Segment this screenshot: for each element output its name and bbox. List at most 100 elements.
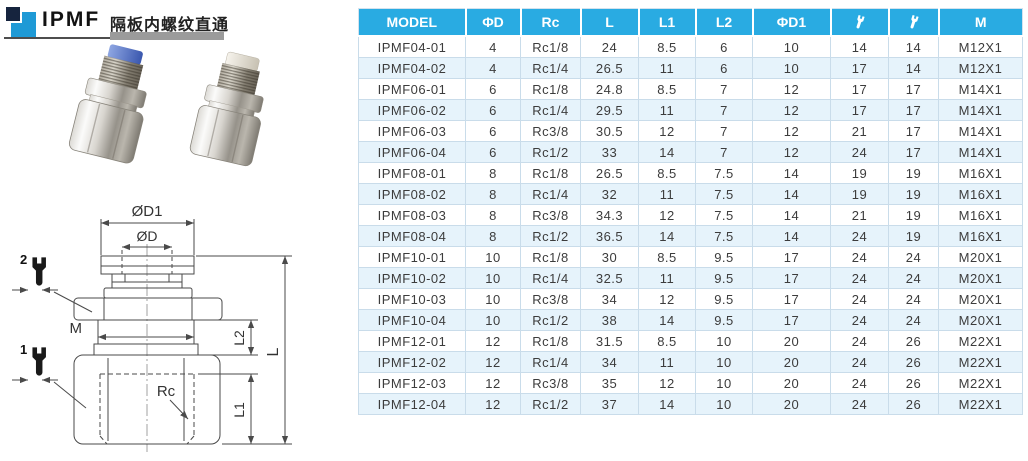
brand-logo xyxy=(6,7,36,37)
table-row: IPMF04-02 4 Rc1/4 26.5 11 6 10 17 14 M12X1 xyxy=(358,57,1023,79)
table-cell: Rc1/4 xyxy=(520,57,581,79)
table-cell: M14X1 xyxy=(938,141,1023,163)
table-cell: M22X1 xyxy=(938,351,1023,373)
table-cell: Rc1/4 xyxy=(520,99,581,121)
table-cell: 21 xyxy=(830,120,889,142)
table-cell: 8 xyxy=(465,162,521,184)
label-l1: L1 xyxy=(231,402,247,418)
table-cell: 11 xyxy=(638,267,696,289)
table-cell: 6 xyxy=(695,57,753,79)
wrench-mark-1: 1 xyxy=(12,342,87,409)
table-cell: IPMF06-04 xyxy=(358,141,466,163)
table-cell: 6 xyxy=(695,35,753,58)
dim-l: L xyxy=(196,255,292,445)
table-cell: 35 xyxy=(580,372,639,394)
table-cell: 9.5 xyxy=(695,246,753,268)
table-cell: M16X1 xyxy=(938,162,1023,184)
wrench-1-number: 1 xyxy=(20,342,27,357)
table-cell: 34 xyxy=(580,288,639,310)
logo-navy-square xyxy=(6,7,22,23)
table-row: IPMF06-03 6 Rc3/8 30.5 12 7 12 21 17 M14X1 xyxy=(358,120,1023,142)
table-cell: 12 xyxy=(465,393,521,415)
table-cell: 14 xyxy=(752,162,831,184)
table-cell: 24 xyxy=(888,309,939,331)
table-cell: 12 xyxy=(638,288,696,310)
table-row: IPMF10-01 10 Rc1/8 30 8.5 9.5 17 24 24 M20X1 xyxy=(358,246,1023,268)
table-cell: 17 xyxy=(830,78,889,100)
wrench-icon xyxy=(856,15,865,29)
page-title: IPMF xyxy=(42,8,101,31)
table-cell: 17 xyxy=(752,288,831,310)
col-l2: L2 xyxy=(695,8,754,37)
table-row: IPMF04-01 4 Rc1/8 24 8.5 6 10 14 14 M12X1 xyxy=(358,35,1023,58)
table-cell: 12 xyxy=(638,204,696,226)
table-cell: Rc1/2 xyxy=(520,141,581,163)
table-cell: 20 xyxy=(752,351,831,373)
table-cell: 19 xyxy=(888,183,939,205)
table-cell: 24 xyxy=(580,35,639,58)
table-cell: 11 xyxy=(638,99,696,121)
table-cell: Rc3/8 xyxy=(520,120,581,142)
table-cell: 10 xyxy=(695,351,753,373)
col-wrench-1 xyxy=(830,8,890,37)
table-cell: M16X1 xyxy=(938,183,1023,205)
table-row: IPMF08-04 8 Rc1/2 36.5 14 7.5 14 24 19 M16X1 xyxy=(358,225,1023,247)
table-cell: 24 xyxy=(830,393,889,415)
table-cell: 6 xyxy=(465,141,521,163)
table-cell: 9.5 xyxy=(695,267,753,289)
page-subtitle: 隔板内螺纹直通 xyxy=(110,17,230,34)
table-row: IPMF06-01 6 Rc1/8 24.8 8.5 7 12 17 17 M14X1 xyxy=(358,78,1023,100)
table-cell: 26.5 xyxy=(580,162,639,184)
table-cell: 24 xyxy=(830,330,889,352)
dim-m: M xyxy=(70,320,194,341)
table-cell: 7 xyxy=(695,99,753,121)
table-cell: Rc1/4 xyxy=(520,351,581,373)
table-cell: 24 xyxy=(830,288,889,310)
table-cell: 26 xyxy=(888,351,939,373)
table-cell: 7.5 xyxy=(695,183,753,205)
table-cell: 38 xyxy=(580,309,639,331)
table-cell: 19 xyxy=(888,225,939,247)
table-cell: M22X1 xyxy=(938,330,1023,352)
table-cell: 17 xyxy=(752,309,831,331)
table-cell: 20 xyxy=(752,330,831,352)
table-cell: 8.5 xyxy=(638,162,696,184)
table-cell: 17 xyxy=(752,246,831,268)
table-cell: Rc1/8 xyxy=(520,330,581,352)
table-cell: IPMF06-03 xyxy=(358,120,466,142)
table-cell: 8 xyxy=(465,225,521,247)
col-l1: L1 xyxy=(638,8,697,37)
table-cell: 33 xyxy=(580,141,639,163)
table-cell: 14 xyxy=(888,57,939,79)
table-cell: M12X1 xyxy=(938,35,1023,58)
table-cell: 14 xyxy=(638,225,696,247)
table-cell: 31.5 xyxy=(580,330,639,352)
table-cell: 10 xyxy=(695,372,753,394)
table-cell: 12 xyxy=(752,120,831,142)
table-cell: 7.5 xyxy=(695,162,753,184)
table-cell: 17 xyxy=(830,99,889,121)
table-cell: 14 xyxy=(830,35,889,58)
table-cell: IPMF12-02 xyxy=(358,351,466,373)
table-cell: IPMF08-03 xyxy=(358,204,466,226)
table-cell: 9.5 xyxy=(695,309,753,331)
table-cell: Rc1/8 xyxy=(520,35,581,58)
product-photo xyxy=(68,44,264,167)
table-cell: 12 xyxy=(465,351,521,373)
table-cell: 26 xyxy=(888,330,939,352)
table-cell: 34.3 xyxy=(580,204,639,226)
table-cell: 10 xyxy=(465,246,521,268)
col-l: L xyxy=(580,8,640,37)
table-cell: 10 xyxy=(465,288,521,310)
label-rc: Rc xyxy=(157,383,176,400)
table-cell: 24 xyxy=(830,246,889,268)
table-row: IPMF12-04 12 Rc1/2 37 14 10 20 24 26 M22X1 xyxy=(358,393,1023,415)
table-cell: IPMF10-03 xyxy=(358,288,466,310)
table-cell: 11 xyxy=(638,57,696,79)
table-cell: 8.5 xyxy=(638,35,696,58)
label-d: ØD xyxy=(137,228,158,244)
table-cell: 8.5 xyxy=(638,330,696,352)
table-cell: 30 xyxy=(580,246,639,268)
technical-drawing: ØD1 ØD M L2 L1 L Rc 2 xyxy=(12,203,292,452)
table-cell: 7 xyxy=(695,141,753,163)
